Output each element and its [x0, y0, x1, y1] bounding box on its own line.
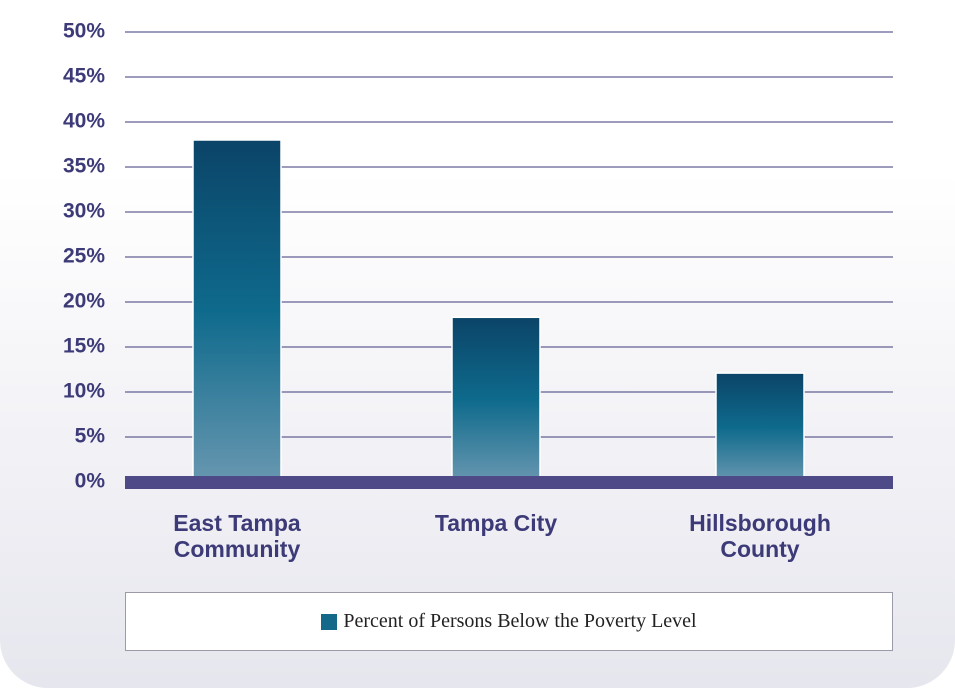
- y-tick-label: 45%: [63, 65, 105, 88]
- x-tick-label: Hillsborough County: [689, 510, 831, 562]
- x-tick-label: East Tampa Community: [173, 510, 301, 562]
- y-tick-label: 5%: [75, 425, 106, 448]
- bar: [715, 372, 805, 483]
- y-tick-label: 50%: [63, 20, 105, 43]
- y-tick-label: 10%: [63, 380, 105, 403]
- y-tick-label: 15%: [63, 335, 105, 358]
- y-tick-label: 30%: [63, 200, 105, 223]
- y-tick-label: 0%: [75, 470, 106, 493]
- x-tick-label: Tampa City: [434, 510, 558, 536]
- bar: [451, 316, 541, 483]
- x-axis-base: [125, 476, 893, 489]
- y-tick-label: 40%: [63, 110, 105, 133]
- y-tick-label: 25%: [63, 245, 105, 268]
- bar: [192, 139, 282, 483]
- legend: Percent of Persons Below the Poverty Lev…: [125, 592, 893, 651]
- y-tick-label: 20%: [63, 290, 105, 313]
- legend-label: Percent of Persons Below the Poverty Lev…: [343, 610, 697, 632]
- y-tick-label: 35%: [63, 155, 105, 178]
- legend-swatch: [321, 613, 338, 630]
